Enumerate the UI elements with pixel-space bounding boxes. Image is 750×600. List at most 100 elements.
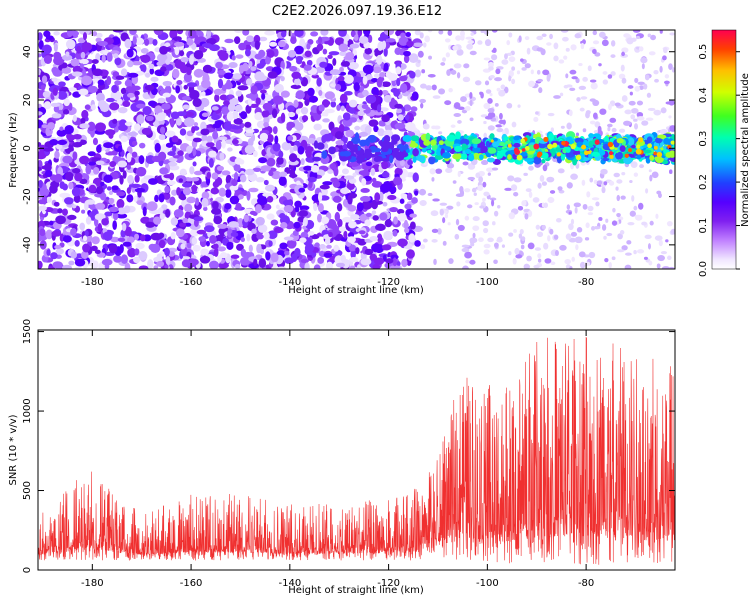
heatmap-cell [112, 220, 117, 231]
heatmap-cell [519, 228, 524, 235]
heatmap-cell [201, 91, 206, 97]
heatmap-cell [340, 105, 345, 112]
heatmap-cell [471, 187, 477, 193]
heatmap-cell [654, 78, 659, 83]
heatmap-cell [609, 154, 614, 160]
heatmap-cell [633, 118, 638, 122]
heatmap-cell [647, 143, 652, 149]
heatmap-cell [357, 110, 366, 117]
heatmap-cell [440, 62, 446, 66]
heatmap-cell [634, 77, 639, 83]
heatmap-cell [150, 76, 159, 82]
heatmap-cell [279, 242, 288, 250]
heatmap-cell [560, 153, 566, 161]
heatmap-cell [348, 161, 360, 167]
heatmap-cell [120, 68, 128, 77]
heatmap-cell [487, 61, 494, 69]
heatmap-cell [239, 111, 248, 120]
heatmap-cell [429, 168, 436, 175]
heatmap-cell [189, 89, 200, 100]
heatmap-cell [79, 58, 89, 65]
heatmap-cell [663, 137, 670, 145]
heatmap-cell [626, 240, 632, 245]
heatmap-cell [65, 51, 70, 57]
heatmap-cell [300, 158, 305, 166]
heatmap-cell [396, 261, 401, 267]
heatmap-cell [79, 155, 90, 165]
heatmap-cell [611, 127, 617, 133]
heatmap-cell [553, 234, 559, 240]
heatmap-cell [127, 174, 134, 185]
y-tick-label: 1000 [22, 398, 33, 423]
heatmap-cell [455, 131, 461, 140]
heatmap-cell [219, 94, 228, 101]
heatmap-cell [421, 69, 426, 74]
heatmap-cell [172, 68, 180, 79]
heatmap-cell [317, 257, 325, 264]
heatmap-cell [233, 36, 241, 45]
heatmap-cell [523, 264, 531, 269]
heatmap-cell [483, 57, 491, 61]
heatmap-cell [483, 243, 491, 249]
heatmap-cell [176, 118, 182, 126]
heatmap-cell [148, 63, 155, 70]
heatmap-cell [365, 94, 377, 104]
heatmap-cell [225, 188, 232, 198]
heatmap-cell [403, 219, 409, 230]
heatmap-cell [491, 167, 499, 171]
heatmap-cell [411, 197, 418, 204]
heatmap-cell [55, 248, 64, 255]
heatmap-cell [491, 49, 497, 53]
heatmap-cell [630, 108, 639, 114]
heatmap-cell [541, 158, 546, 164]
heatmap-cell [566, 204, 571, 210]
heatmap-cell [304, 98, 310, 106]
heatmap-cell [353, 82, 360, 92]
heatmap-cell [218, 262, 229, 269]
heatmap-cell [455, 193, 464, 197]
heatmap-cell [303, 64, 312, 71]
heatmap-cell [499, 141, 506, 147]
heatmap-cell [195, 150, 202, 157]
heatmap-cell [610, 54, 616, 58]
heatmap-cell [284, 250, 290, 256]
heatmap-cell [201, 191, 210, 200]
heatmap-cell [462, 76, 471, 83]
heatmap-cell [53, 173, 63, 183]
heatmap-cell [653, 145, 658, 150]
heatmap-cell [115, 75, 125, 80]
heatmap-cell [381, 90, 389, 96]
heatmap-cell [263, 122, 269, 128]
heatmap-cell [621, 95, 628, 102]
heatmap-cell [517, 104, 521, 108]
heatmap-cell [349, 257, 359, 263]
heatmap-cell [41, 75, 48, 84]
heatmap-cell [562, 36, 569, 42]
heatmap-cell [376, 104, 382, 113]
heatmap-cell [403, 104, 412, 112]
heatmap-cell [272, 142, 281, 152]
heatmap-cell [99, 192, 107, 201]
heatmap-cell [572, 151, 581, 155]
heatmap-cell [279, 171, 288, 177]
heatmap-cell [91, 59, 99, 65]
heatmap-cell [268, 240, 273, 247]
heatmap-cell [244, 48, 251, 57]
heatmap-cell [543, 242, 549, 250]
heatmap-cell [136, 114, 145, 125]
heatmap-cell [563, 55, 568, 60]
heatmap-cell [229, 195, 240, 205]
y-tick-label: -40 [22, 237, 33, 253]
heatmap-cell [624, 109, 632, 115]
heatmap-cell [212, 131, 219, 140]
heatmap-cell [396, 108, 403, 114]
heatmap-cell [57, 208, 63, 214]
heatmap-cell [565, 146, 571, 153]
heatmap-cell [262, 192, 273, 197]
heatmap-cell [427, 192, 433, 197]
heatmap-cell [72, 133, 82, 140]
heatmap-cell [657, 254, 665, 262]
heatmap-cell [126, 187, 131, 195]
heatmap-cell [587, 212, 594, 216]
heatmap-cell [322, 48, 328, 55]
